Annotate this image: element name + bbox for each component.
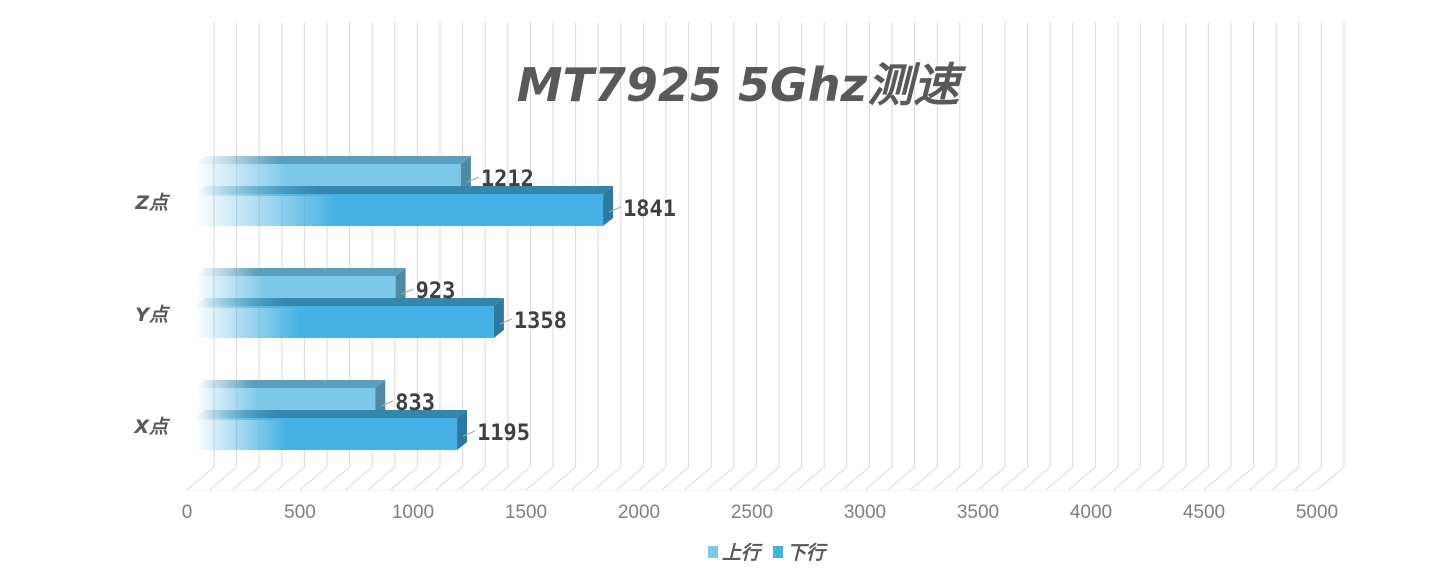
x-tick-label: 5000 <box>1296 502 1338 523</box>
bar-side-face <box>457 410 468 450</box>
floor-gridline <box>1294 466 1322 491</box>
bar-top-face <box>195 156 471 164</box>
floor-gridline <box>435 466 463 491</box>
floor-gridline <box>955 466 983 491</box>
data-label: 1212 <box>481 167 534 192</box>
floor-gridline <box>1248 466 1277 491</box>
floor-gridline <box>683 466 712 491</box>
x-tick-label: 2000 <box>618 502 660 523</box>
category-label: X点 <box>133 416 171 438</box>
floor-gridline <box>909 466 938 491</box>
floor-gridline <box>1316 466 1345 491</box>
data-label: 1358 <box>514 309 567 334</box>
floor-gridline <box>887 466 915 491</box>
floor-gridline <box>344 466 373 491</box>
bar <box>195 306 494 338</box>
legend-swatch <box>708 546 718 558</box>
bar-side-face <box>603 186 614 226</box>
floor-gridline <box>254 466 283 491</box>
bar <box>195 194 604 226</box>
floor-gridline <box>1203 466 1232 491</box>
floor-gridline <box>1135 466 1164 491</box>
floor-gridline <box>616 466 644 491</box>
data-label: 833 <box>395 391 435 416</box>
floor-gridline <box>1090 466 1119 491</box>
x-tick-label: 3500 <box>957 502 999 523</box>
floor-gridline <box>186 466 215 491</box>
floor-gridline <box>1181 466 1209 491</box>
floor-gridline <box>661 466 689 491</box>
floor-gridline <box>1271 466 1300 491</box>
bar-top-face <box>195 298 504 306</box>
floor-gridline <box>503 466 531 491</box>
floor-gridline <box>593 466 622 491</box>
legend-label: 下行 <box>787 542 828 564</box>
data-label-leader <box>466 176 480 183</box>
category-label: Y点 <box>135 304 171 326</box>
floor-gridline <box>1000 466 1028 491</box>
x-tick-label: 4000 <box>1070 502 1112 523</box>
floor-gridline <box>570 466 599 491</box>
data-label-leader <box>462 430 476 437</box>
x-tick-label: 2500 <box>731 502 773 523</box>
x-tick-label: 1500 <box>505 502 547 523</box>
bar <box>195 418 458 450</box>
x-tick-label: 0 <box>182 502 193 523</box>
floor-gridline <box>525 466 554 491</box>
data-label: 1841 <box>623 197 676 222</box>
data-label: 923 <box>416 279 456 304</box>
data-label-leader <box>608 206 622 213</box>
floor-gridline <box>390 466 418 491</box>
data-label: 1195 <box>477 421 530 446</box>
floor-gridline <box>1068 466 1096 491</box>
x-tick-label: 500 <box>284 502 316 523</box>
floor-gridline <box>706 466 735 491</box>
floor-gridline <box>864 466 893 491</box>
bar-side-face <box>493 298 504 338</box>
data-label-leader <box>499 318 513 325</box>
floor-gridline <box>412 466 441 491</box>
floor-gridline <box>796 466 825 491</box>
category-label: Z点 <box>134 192 171 214</box>
x-tick-label: 3000 <box>844 502 886 523</box>
data-label-leader <box>381 400 394 407</box>
bar-top-face <box>195 380 386 388</box>
floor-gridline <box>367 466 396 491</box>
floor-gridline <box>1045 466 1074 491</box>
floor-gridline <box>457 466 486 491</box>
floor-gridline <box>1113 466 1141 491</box>
data-label-leader <box>401 288 414 295</box>
floor-gridline <box>842 466 870 491</box>
floor-gridline <box>751 466 780 491</box>
floor-gridline <box>548 466 576 491</box>
x-tick-label: 1000 <box>392 502 434 523</box>
floor-gridline <box>1226 466 1254 491</box>
floor-gridline <box>977 466 1006 491</box>
floor-gridline <box>638 466 667 491</box>
floor-gridline <box>209 466 237 491</box>
floor-gridline <box>774 466 802 491</box>
floor-gridline <box>1022 466 1051 491</box>
floor-gridline <box>299 466 328 491</box>
floor-gridline <box>729 466 757 491</box>
floor-gridline <box>480 466 509 491</box>
bar-top-face <box>195 186 614 194</box>
floor-gridline <box>1158 466 1187 491</box>
chart-title: MT7925 5Ghz测速 <box>517 58 966 112</box>
floor-gridline <box>932 466 961 491</box>
bar-top-face <box>195 268 406 276</box>
legend-swatch <box>773 546 783 558</box>
floor-gridline <box>322 466 350 491</box>
legend-label: 上行 <box>722 542 763 564</box>
floor-gridline <box>819 466 848 491</box>
floor-gridline <box>231 466 260 491</box>
x-tick-label: 4500 <box>1183 502 1225 523</box>
bar-top-face <box>195 410 468 418</box>
floor-gridline <box>277 466 305 491</box>
